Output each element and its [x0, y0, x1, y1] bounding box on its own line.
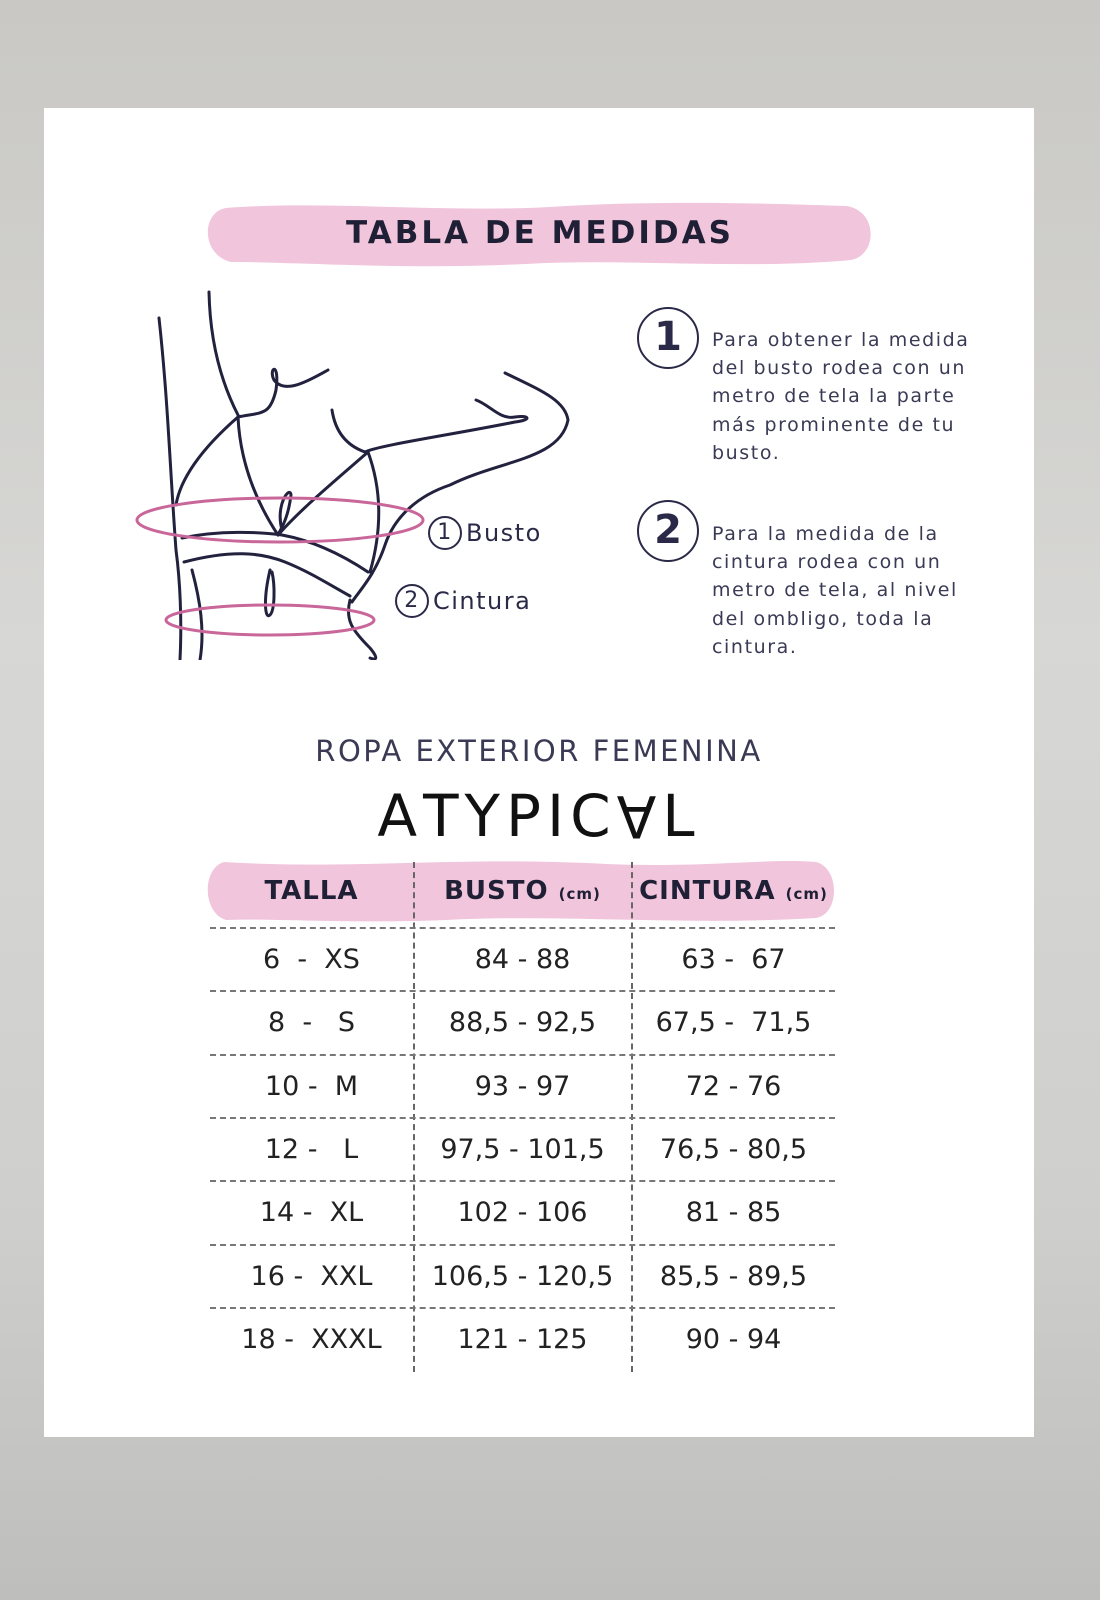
step-2-number: 2 — [637, 500, 699, 562]
table-header-band — [207, 861, 835, 922]
table-cell: 8 - S — [268, 1007, 355, 1039]
table-cell: 72 - 76 — [685, 1070, 782, 1102]
step-1-text: Para obtener la medida del busto rodea c… — [712, 329, 970, 464]
row-divider — [210, 1243, 835, 1246]
row-divider — [210, 1116, 835, 1119]
table-cell: 81 - 85 — [685, 1197, 782, 1229]
table-cell: 90 - 94 — [685, 1323, 782, 1355]
table-cell: 88,5 - 92,5 — [448, 1007, 597, 1039]
table-cell: 16 - XXL — [250, 1260, 373, 1292]
table-cell: 102 - 106 — [457, 1197, 588, 1229]
title-banner — [207, 202, 871, 267]
waist-label: 2 Cintura — [395, 584, 531, 618]
row-divider — [210, 927, 835, 929]
number-1-badge: 1 — [428, 516, 462, 550]
table-cell: 121 - 125 — [457, 1323, 588, 1355]
waist-label-text: Cintura — [433, 587, 532, 615]
size-chart-card — [44, 108, 1034, 1437]
row-divider — [210, 1306, 835, 1309]
col-header-busto: BUSTO (cm) — [444, 876, 601, 906]
table-cell: 97,5 - 101,5 — [440, 1133, 605, 1165]
table-cell: 84 - 88 — [474, 944, 571, 975]
table-cell: 93 - 97 — [474, 1070, 571, 1102]
row-divider — [210, 1180, 835, 1183]
table-cell: 63 - 67 — [681, 944, 786, 975]
col-header-cintura: CINTURA (cm) — [639, 876, 828, 906]
number-2-badge: 2 — [395, 584, 429, 618]
category-subtitle: ROPA EXTERIOR FEMENINA — [315, 734, 763, 768]
bust-label-text: Busto — [466, 519, 542, 547]
table-cell: 6 - XS — [263, 944, 360, 975]
col-header-talla: TALLA — [264, 876, 359, 906]
step-1-number: 1 — [637, 307, 699, 369]
table-cell: 10 - M — [264, 1070, 359, 1102]
table-cell: 14 - XL — [259, 1197, 364, 1229]
bust-label: 1 Busto — [428, 516, 542, 550]
body-measurement-illustration — [135, 290, 570, 660]
page-title: TABLA DE MEDIDAS — [346, 215, 734, 251]
table-cell: 12 - L — [264, 1133, 359, 1165]
row-divider — [210, 1053, 835, 1056]
table-cell: 85,5 - 89,5 — [659, 1260, 808, 1292]
brand-logo: ATYPICAL — [377, 782, 701, 850]
row-divider — [210, 990, 835, 993]
table-cell: 18 - XXXL — [241, 1323, 382, 1355]
table-cell: 106,5 - 120,5 — [431, 1260, 614, 1292]
table-cell: 67,5 - 71,5 — [655, 1007, 812, 1039]
step-2-text: Para la medida de la cintura rodea con u… — [712, 523, 958, 658]
table-cell: 76,5 - 80,5 — [659, 1133, 808, 1165]
